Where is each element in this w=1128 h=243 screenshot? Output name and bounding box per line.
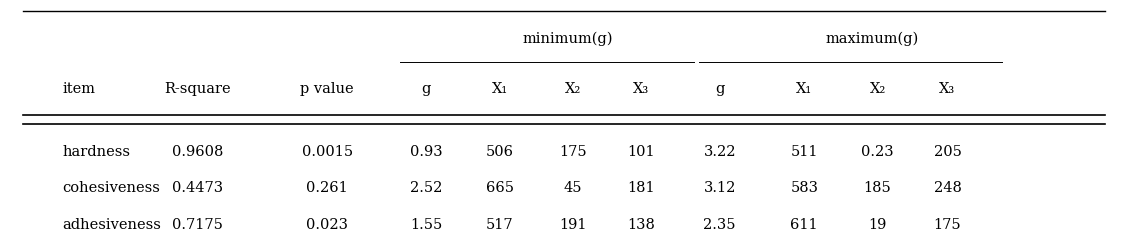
Text: adhesiveness: adhesiveness [62, 218, 161, 232]
Text: minimum(g): minimum(g) [522, 32, 613, 46]
Text: p value: p value [300, 82, 354, 96]
Text: 0.0015: 0.0015 [301, 145, 353, 159]
Text: 3.12: 3.12 [704, 181, 735, 195]
Text: 181: 181 [627, 181, 654, 195]
Text: 665: 665 [486, 181, 513, 195]
Text: 511: 511 [791, 145, 818, 159]
Text: 175: 175 [934, 218, 961, 232]
Text: 2.52: 2.52 [411, 181, 442, 195]
Text: g: g [715, 82, 724, 96]
Text: 248: 248 [934, 181, 961, 195]
Text: 0.4473: 0.4473 [171, 181, 223, 195]
Text: maximum(g): maximum(g) [826, 32, 918, 46]
Text: R-square: R-square [164, 82, 231, 96]
Text: X₁: X₁ [796, 82, 812, 96]
Text: 205: 205 [934, 145, 961, 159]
Text: 185: 185 [864, 181, 891, 195]
Text: 583: 583 [791, 181, 818, 195]
Text: X₃: X₃ [633, 82, 649, 96]
Text: 611: 611 [791, 218, 818, 232]
Text: item: item [62, 82, 95, 96]
Text: X₁: X₁ [492, 82, 508, 96]
Text: 0.93: 0.93 [411, 145, 442, 159]
Text: 0.9608: 0.9608 [171, 145, 223, 159]
Text: 2.35: 2.35 [704, 218, 735, 232]
Text: 506: 506 [486, 145, 513, 159]
Text: 191: 191 [559, 218, 587, 232]
Text: 45: 45 [564, 181, 582, 195]
Text: 517: 517 [486, 218, 513, 232]
Text: 0.23: 0.23 [862, 145, 893, 159]
Text: hardness: hardness [62, 145, 130, 159]
Text: 0.023: 0.023 [306, 218, 349, 232]
Text: 138: 138 [627, 218, 654, 232]
Text: 0.7175: 0.7175 [171, 218, 223, 232]
Text: 101: 101 [627, 145, 654, 159]
Text: X₂: X₂ [565, 82, 581, 96]
Text: 1.55: 1.55 [411, 218, 442, 232]
Text: 3.22: 3.22 [704, 145, 735, 159]
Text: 19: 19 [869, 218, 887, 232]
Text: 175: 175 [559, 145, 587, 159]
Text: X₂: X₂ [870, 82, 885, 96]
Text: 0.261: 0.261 [306, 181, 349, 195]
Text: cohesiveness: cohesiveness [62, 181, 160, 195]
Text: X₃: X₃ [940, 82, 955, 96]
Text: g: g [422, 82, 431, 96]
